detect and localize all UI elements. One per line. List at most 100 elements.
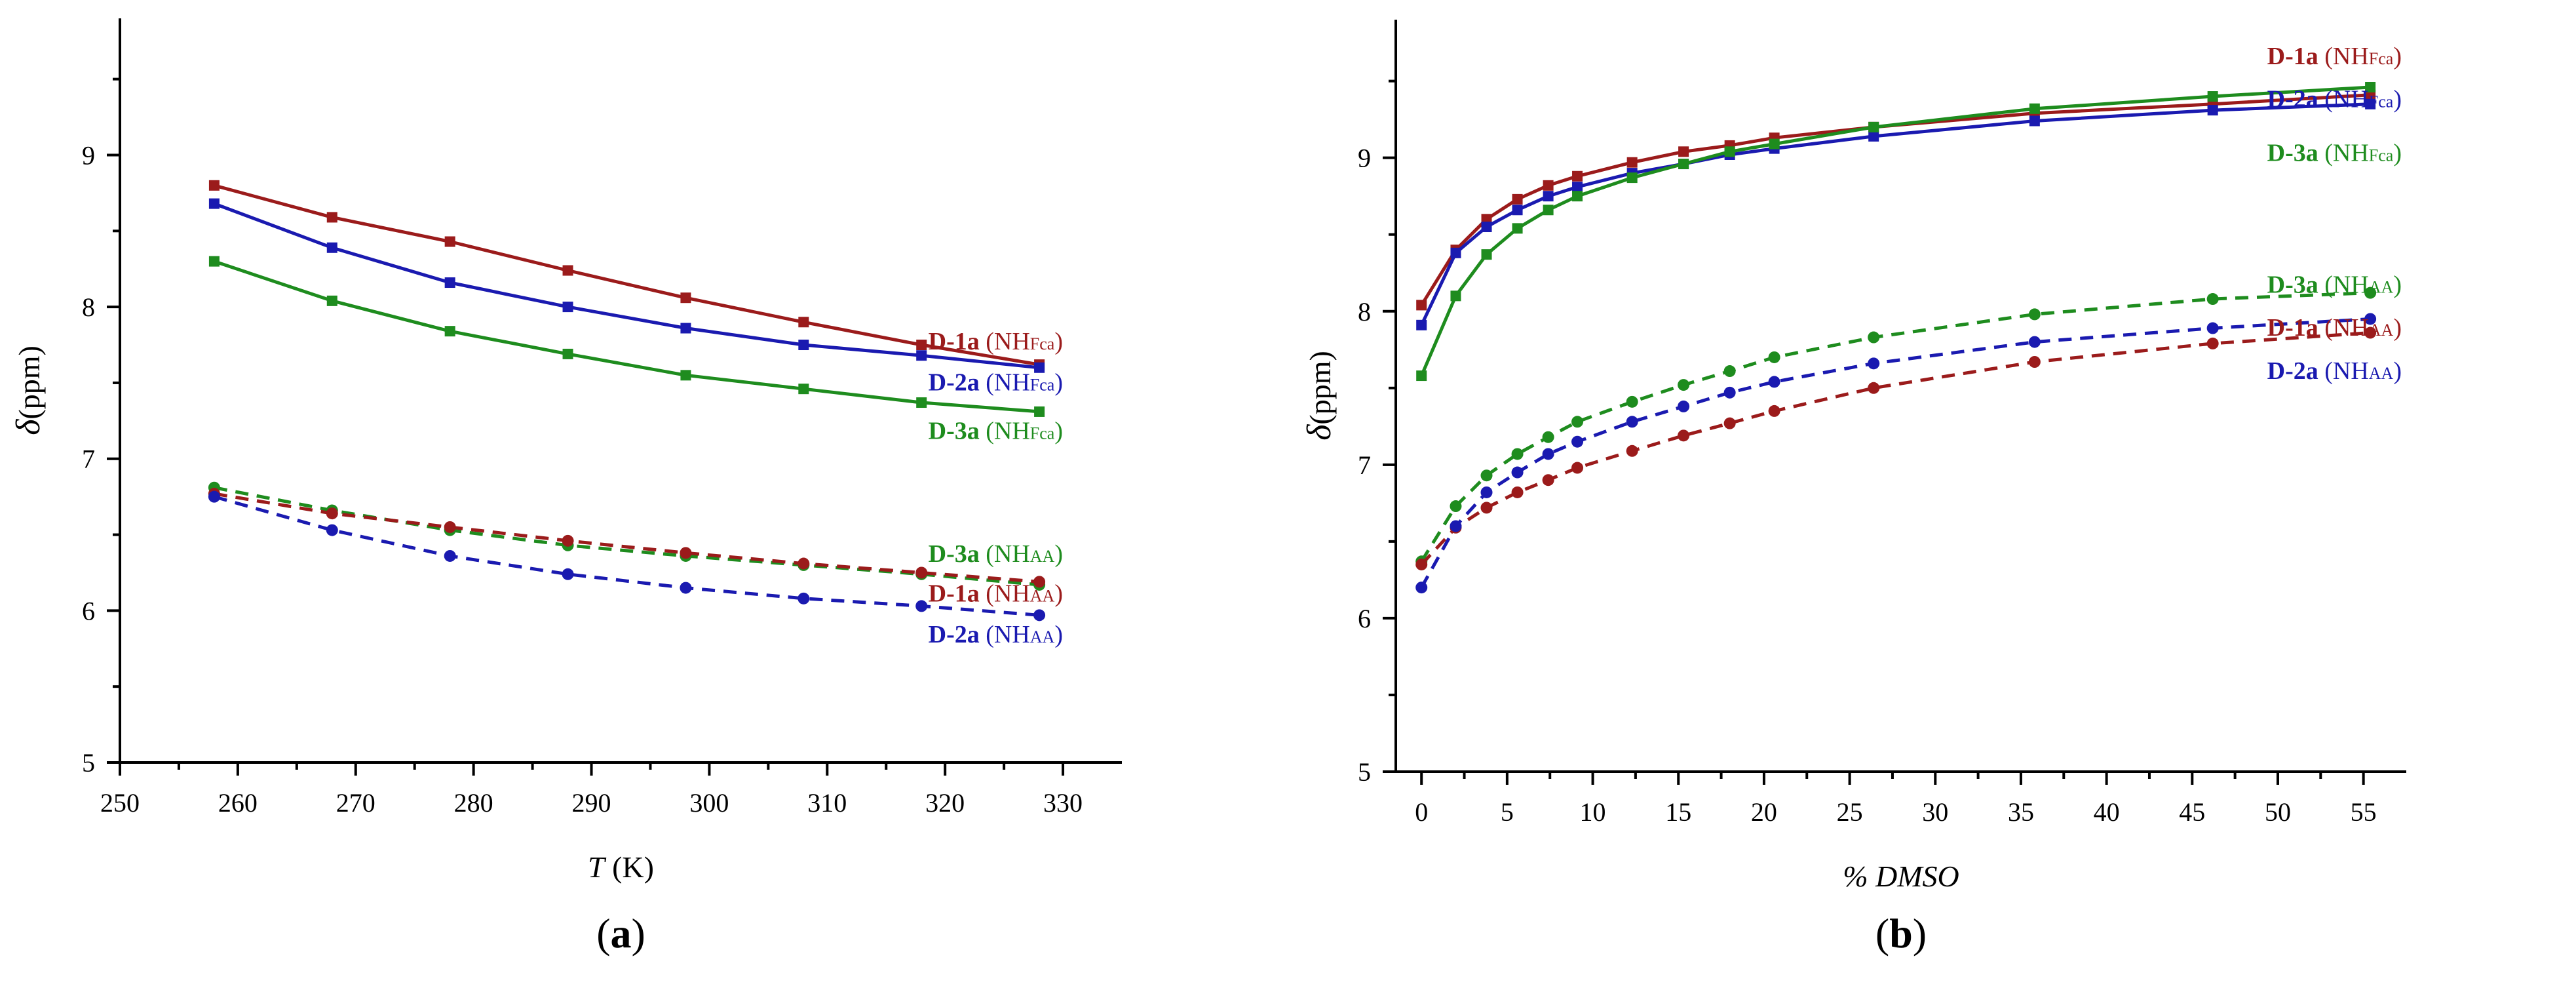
legend-close: )	[1054, 580, 1063, 607]
b-point-d-2a-fca	[2207, 105, 2218, 116]
a-x-tick-label: 280	[454, 788, 493, 818]
b-point-d-2a-fca	[1543, 191, 1554, 202]
b-series-line-d-3a-aa	[1420, 291, 2371, 563]
legend-close: )	[2393, 139, 2402, 167]
b-legend-d-2a-fca: D-2a (NHFca)	[2267, 85, 2402, 113]
legend-compound: D-2a	[2267, 85, 2318, 113]
b-point-d-2a-aa	[1868, 357, 1880, 370]
a-point-d-1a-fca	[680, 292, 691, 304]
legend-subscript: AA	[2369, 364, 2394, 383]
a-point-d-1a-aa	[915, 566, 928, 579]
b-y-tick-label: 9	[1358, 144, 1371, 173]
legend-group: (NH	[2318, 85, 2369, 113]
a-point-d-3a-fca	[444, 326, 455, 337]
b-x-tick-label: 55	[2351, 797, 2377, 827]
a-legend-d-1a-aa: D-1a (NHAA)	[929, 580, 1063, 607]
legend-compound: D-2a	[929, 621, 980, 648]
b-point-d-1a-fca	[1416, 300, 1427, 311]
b-x-axis-title: % DMSO	[1843, 860, 1959, 893]
b-legend-d-1a-aa: D-1a (NHAA)	[2267, 314, 2402, 342]
b-point-d-1a-aa	[1723, 417, 1736, 429]
a-point-d-1a-aa	[798, 557, 810, 570]
b-point-d-2a-aa	[1450, 520, 1462, 532]
b-point-d-2a-aa	[1678, 400, 1690, 412]
legend-subscript: Fca	[1030, 376, 1055, 395]
b-point-d-1a-fca	[1572, 170, 1583, 182]
b-x-tick-label: 30	[1922, 797, 1948, 827]
b-point-d-3a-aa	[1511, 448, 1524, 460]
legend-compound: D-3a	[2267, 271, 2318, 299]
a-point-d-1a-fca	[208, 180, 220, 191]
a-point-d-2a-aa	[208, 490, 220, 503]
a-x-axis-title-unit: (K)	[605, 850, 654, 884]
a-series-line-d-2a-aa	[214, 495, 1040, 617]
b-point-d-3a-fca	[1769, 138, 1780, 149]
a-point-d-1a-fca	[798, 317, 809, 328]
b-point-d-3a-aa	[1626, 395, 1638, 408]
b-y-tick-label: 7	[1358, 450, 1371, 480]
a-point-d-1a-aa	[1033, 576, 1046, 588]
b-y-tick-label: 6	[1358, 604, 1371, 633]
legend-compound: D-3a	[929, 418, 980, 445]
b-point-d-2a-fca	[1572, 182, 1583, 193]
b-point-d-1a-aa	[1415, 558, 1428, 570]
b-point-d-3a-aa	[1480, 469, 1493, 482]
a-point-d-2a-aa	[915, 600, 928, 612]
legend-subscript: Fca	[2369, 92, 2394, 111]
a-x-tick-label: 300	[689, 788, 729, 818]
b-point-d-3a-fca	[1543, 205, 1554, 216]
legend-close: )	[2393, 357, 2402, 385]
b-x-tick-label: 40	[2094, 797, 2120, 827]
a-point-d-2a-fca	[798, 340, 809, 351]
legend-group: (NH	[2318, 271, 2369, 299]
a-y-tick-label: 9	[82, 140, 95, 170]
b-point-d-2a-aa	[2028, 336, 2041, 348]
a-point-d-1a-aa	[444, 521, 456, 533]
legend-group: (NH	[980, 621, 1030, 648]
b-point-d-2a-aa	[1511, 466, 1524, 479]
a-x-tick-label: 330	[1043, 788, 1083, 818]
b-point-d-3a-aa	[2206, 293, 2219, 306]
a-point-d-2a-fca	[916, 350, 927, 361]
a-series-line-d-1a-fca	[214, 184, 1040, 366]
a-point-d-3a-fca	[1034, 406, 1045, 417]
legend-subscript: AA	[1030, 547, 1055, 566]
b-point-d-2a-fca	[2029, 115, 2040, 127]
legend-close: )	[1054, 621, 1063, 648]
b-y-axis-title-unit: (ppm)	[1303, 351, 1337, 424]
b-point-d-3a-fca	[2029, 103, 2040, 114]
a-y-tick-label: 6	[82, 596, 95, 625]
legend-subscript: Fca	[2369, 146, 2394, 165]
legend-subscript: AA	[2369, 321, 2394, 340]
a-point-d-2a-fca	[562, 302, 573, 313]
b-point-d-3a-fca	[1416, 370, 1427, 382]
a-point-d-2a-fca	[444, 277, 455, 288]
legend-close: )	[1054, 369, 1063, 397]
legend-close: )	[2393, 314, 2402, 342]
a-x-tick-label: 250	[100, 788, 140, 818]
a-x-axis-title: T (K)	[588, 850, 654, 884]
a-y-axis-title-symbol: δ	[10, 419, 47, 435]
b-point-d-3a-fca	[1512, 223, 1523, 234]
b-point-d-2a-aa	[1542, 448, 1554, 460]
b-point-d-2a-fca	[1450, 247, 1461, 258]
b-panel-label-letter: b	[1889, 910, 1913, 957]
b-point-d-1a-fca	[1626, 157, 1638, 168]
b-point-d-3a-fca	[1481, 249, 1492, 260]
a-y-tick-label: 5	[82, 748, 95, 778]
a-y-tick-label: 8	[82, 292, 95, 322]
a-legend-d-2a-aa: D-2a (NHAA)	[929, 621, 1063, 648]
b-point-d-3a-fca	[1868, 121, 1879, 132]
a-x-tick-label: 290	[572, 788, 611, 818]
a-x-tick-label: 270	[336, 788, 375, 818]
a-panel-label-close: )	[632, 910, 645, 957]
a-point-d-2a-aa	[680, 582, 692, 594]
b-panel-label-close: )	[1913, 910, 1927, 957]
a-point-d-3a-fca	[798, 384, 809, 395]
legend-group: (NH	[980, 369, 1030, 397]
legend-close: )	[2393, 85, 2402, 113]
a-point-d-3a-fca	[208, 256, 220, 267]
b-point-d-1a-aa	[1768, 405, 1780, 417]
a-panel-label-open: (	[596, 910, 610, 957]
